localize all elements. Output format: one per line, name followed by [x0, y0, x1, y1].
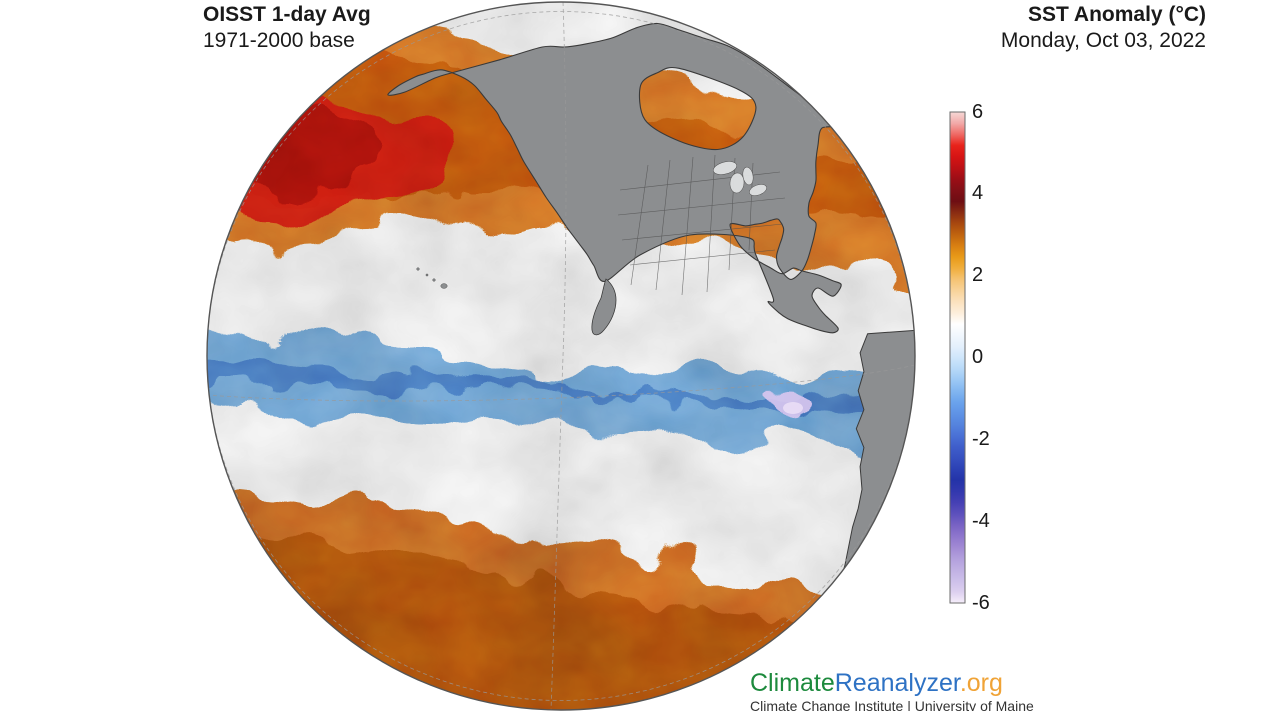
- svg-text:2: 2: [972, 264, 983, 286]
- svg-text:4: 4: [972, 182, 983, 204]
- svg-text:-4: -4: [972, 510, 990, 532]
- svg-text:-6: -6: [972, 592, 990, 614]
- svg-text:0: 0: [972, 346, 983, 368]
- svg-text:6: 6: [972, 101, 983, 123]
- svg-text:-2: -2: [972, 428, 990, 450]
